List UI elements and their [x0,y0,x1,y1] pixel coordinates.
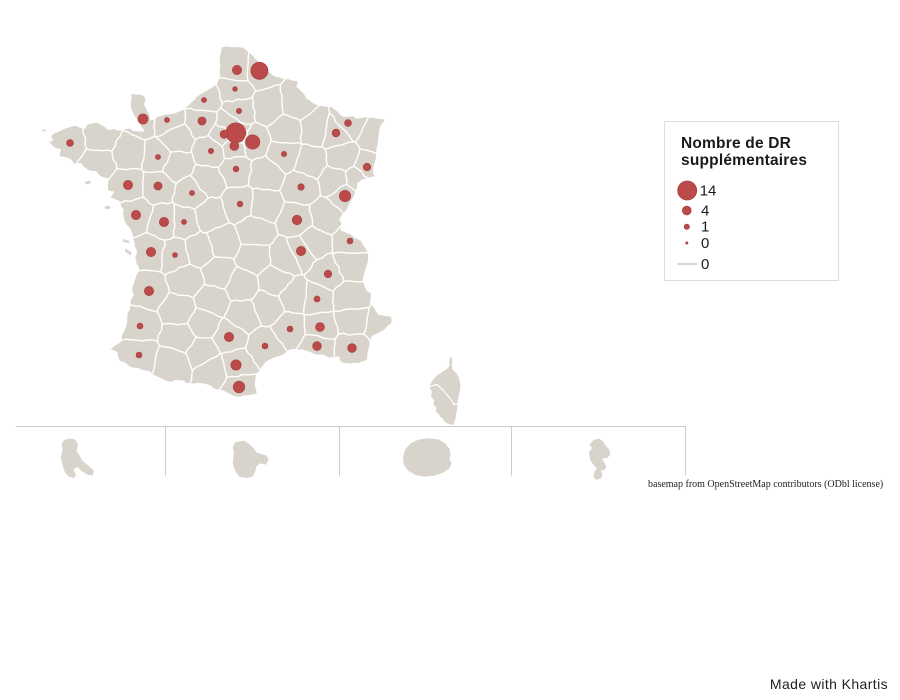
svg-text:1: 1 [701,219,709,236]
svg-text:14: 14 [700,183,717,200]
svg-text:4: 4 [701,203,709,220]
svg-text:0: 0 [701,235,709,252]
svg-text:0: 0 [701,256,709,273]
